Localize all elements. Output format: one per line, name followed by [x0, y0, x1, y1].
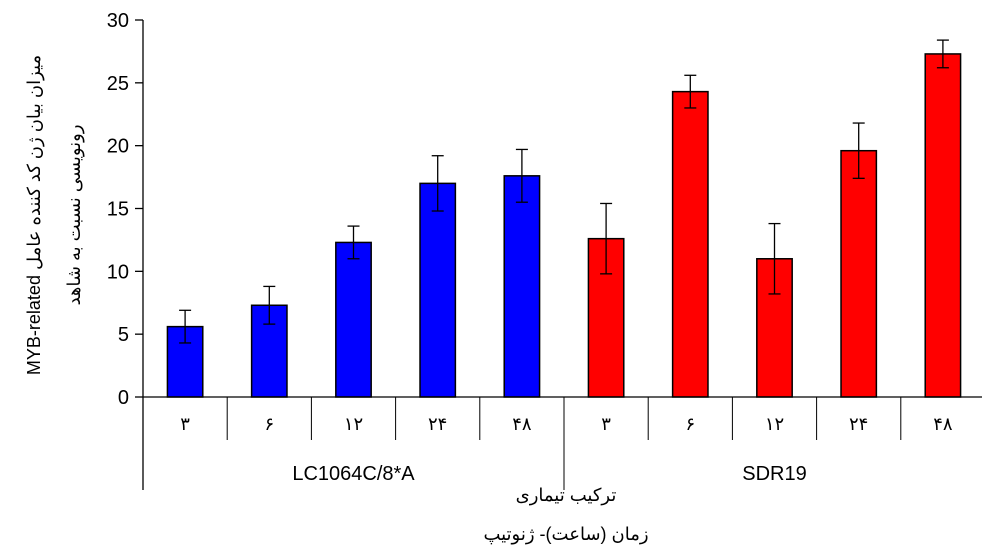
group-label: SDR19: [742, 463, 806, 485]
bar: [671, 90, 709, 398]
bar: [503, 175, 541, 398]
x-tick-label: ۴۸: [933, 414, 953, 434]
x-tick-label: ۶: [685, 414, 695, 434]
x-axis-groups: LC1064C/8*A SDR19: [292, 463, 806, 485]
x-tick-label: ۱۲: [344, 414, 363, 434]
bar: [419, 182, 457, 398]
x-axis-categories: ۳ ۶ ۱۲ ۲۴ ۴۸ ۳ ۶ ۱۲ ۲۴ ۴۸: [180, 397, 953, 490]
x-tick-label: ۲۴: [849, 414, 868, 434]
bar: [335, 241, 372, 398]
x-tick-label: ۳: [601, 414, 611, 434]
y-axis-title-line-2: رونویسی نسبت به شاهد: [64, 124, 85, 305]
y-tick-label: 25: [107, 73, 129, 95]
y-tick-label: 0: [118, 387, 129, 409]
x-tick-label: ۳: [180, 414, 190, 434]
x-axis-title-line-2: زمان (ساعت)- ژنوتیپ: [483, 524, 648, 545]
x-tick-label: ۶: [264, 414, 274, 434]
x-axis-title-line-1: ترکیب تیماری: [516, 485, 617, 506]
y-axis-ticks: 0 5 10 15 20 25 30: [107, 10, 143, 409]
bar: [924, 53, 962, 398]
y-tick-label: 20: [107, 136, 129, 158]
x-tick-label: ۴۸: [512, 414, 532, 434]
bars: [166, 39, 962, 398]
y-tick-label: 10: [107, 261, 129, 283]
y-tick-label: 15: [107, 199, 129, 221]
x-tick-label: ۲۴: [428, 414, 447, 434]
y-axis-title: میزان بیان ژن کد کننده عامل MYB-related …: [24, 55, 85, 375]
x-tick-label: ۱۲: [765, 414, 784, 434]
y-tick-label: 5: [118, 324, 129, 346]
y-tick-label: 30: [107, 10, 129, 32]
group-label: LC1064C/8*A: [292, 463, 415, 485]
y-axis-title-line-1: میزان بیان ژن کد کننده عامل MYB-related: [24, 55, 45, 375]
bar: [840, 149, 878, 398]
